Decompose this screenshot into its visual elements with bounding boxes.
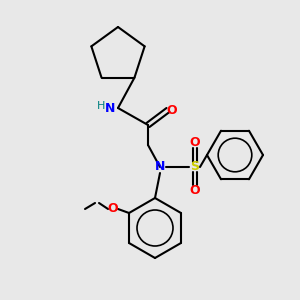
- Text: O: O: [108, 202, 118, 215]
- Text: O: O: [167, 103, 177, 116]
- Text: S: S: [190, 160, 200, 173]
- Text: N: N: [105, 101, 115, 115]
- Text: O: O: [190, 136, 200, 148]
- Text: O: O: [190, 184, 200, 197]
- Text: N: N: [155, 160, 165, 172]
- Text: H: H: [97, 101, 105, 111]
